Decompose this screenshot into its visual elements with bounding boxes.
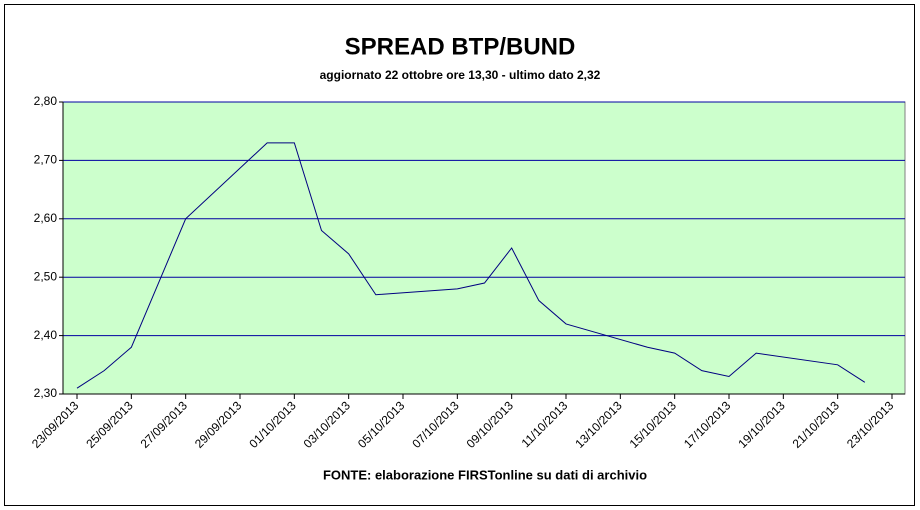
plot-area: [62, 101, 906, 395]
y-tick-label: 2,80: [34, 94, 58, 108]
y-tick-label: 2,50: [34, 269, 58, 283]
source-note: FONTE: elaborazione FIRSTonline su dati …: [323, 467, 647, 482]
chart-title: SPREAD BTP/BUND: [345, 33, 576, 60]
series-line: [76, 142, 866, 389]
y-tick-label: 2,60: [34, 211, 58, 225]
y-tick-label: 2,30: [34, 386, 58, 400]
chart-subtitle: aggiornato 22 ottobre ore 13,30 - ultimo…: [320, 68, 601, 82]
y-tick-label: 2,40: [34, 328, 58, 342]
y-tick-label: 2,70: [34, 153, 58, 167]
